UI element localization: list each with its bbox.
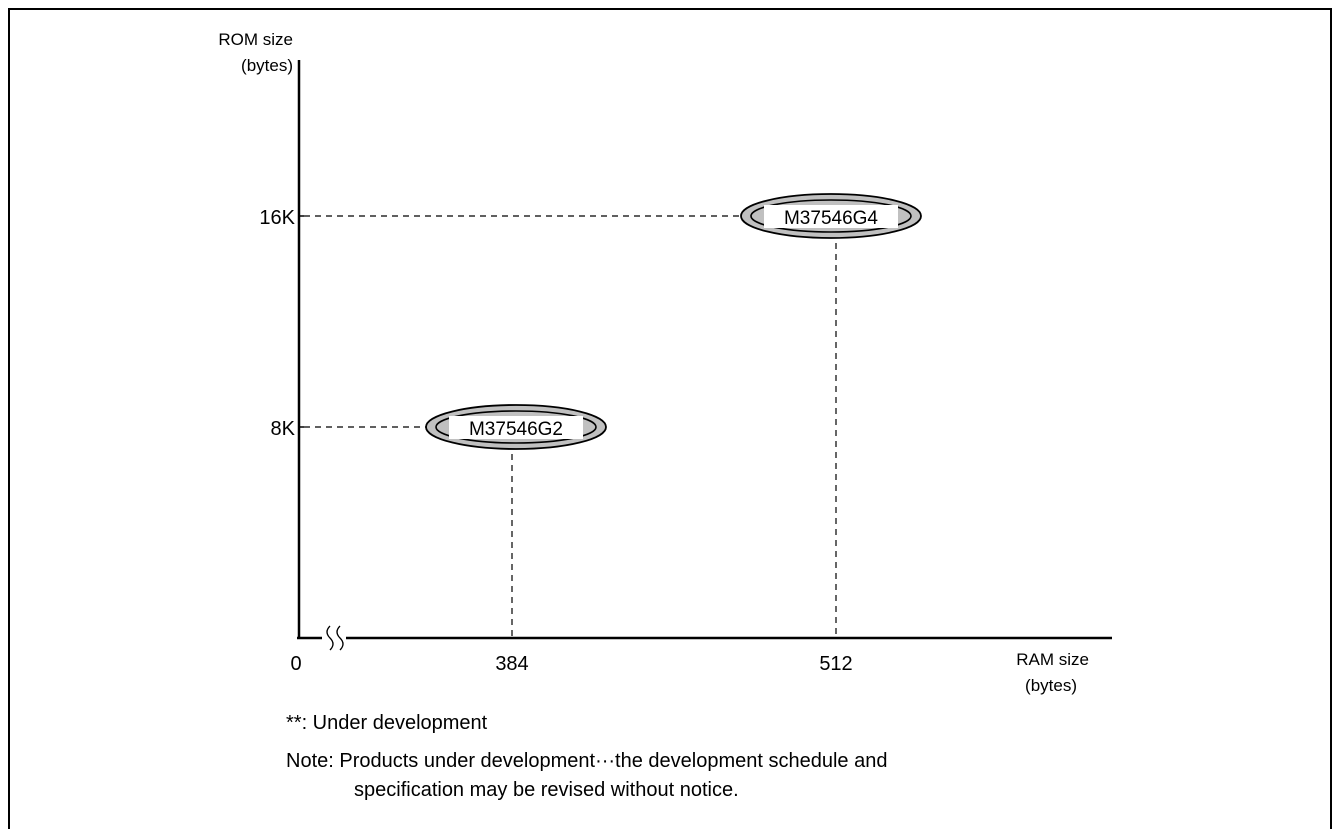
point-m37546g4: M37546G4 xyxy=(740,193,922,239)
y-tick-label-8k: 8K xyxy=(271,418,296,440)
page-border xyxy=(8,8,1332,829)
x-tick-label-512: 512 xyxy=(819,653,852,675)
axis-break-marker xyxy=(322,625,346,651)
point-label-m37546g2: M37546G2 xyxy=(469,419,563,440)
x-origin-label: 0 xyxy=(290,653,301,675)
y-axis-label-line2: (bytes) xyxy=(241,56,293,75)
note-line-1: Note: Products under development···the d… xyxy=(286,750,887,772)
x-axis-label-line1: RAM size xyxy=(1016,650,1089,669)
x-tick-label-384: 384 xyxy=(495,653,528,675)
y-axis-label-line1: ROM size xyxy=(218,30,293,49)
point-label-m37546g4: M37546G4 xyxy=(784,208,878,229)
point-m37546g2: M37546G2 xyxy=(425,404,607,450)
y-tick-label-16k: 16K xyxy=(259,207,295,229)
note-line-2: specification may be revised without not… xyxy=(354,779,739,801)
under-development-note: **: Under development xyxy=(286,712,488,734)
guide-lines xyxy=(304,215,837,638)
x-axis-label-line2: (bytes) xyxy=(1025,676,1077,695)
